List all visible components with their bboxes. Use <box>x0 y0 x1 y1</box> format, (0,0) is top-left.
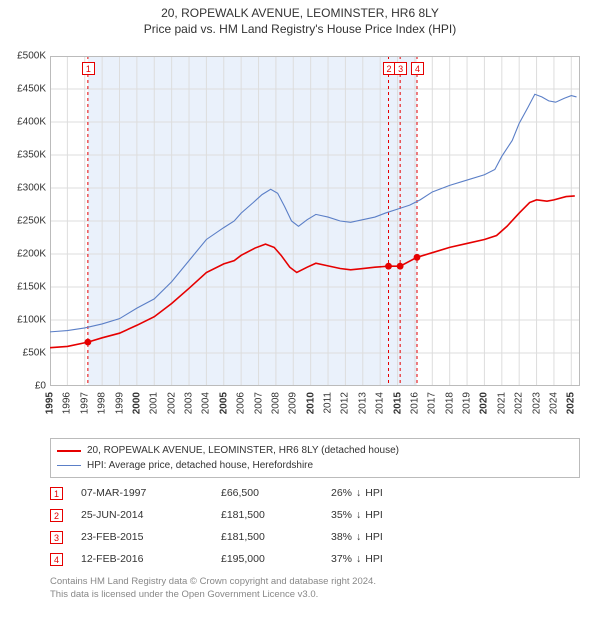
event-diff: 26%↓HPI <box>331 487 383 499</box>
legend-swatch <box>57 465 81 466</box>
footer-line-2: This data is licensed under the Open Gov… <box>50 589 580 602</box>
x-tick-label: 2013 <box>357 392 368 414</box>
x-tick-label: 2004 <box>201 392 212 414</box>
y-tick-label: £450K <box>17 84 46 95</box>
legend: 20, ROPEWALK AVENUE, LEOMINSTER, HR6 8LY… <box>50 438 580 478</box>
event-price: £181,500 <box>221 531 331 543</box>
x-tick-label: 2010 <box>305 392 316 414</box>
event-date: 23-FEB-2015 <box>81 531 221 543</box>
arrow-down-icon: ↓ <box>356 531 361 543</box>
x-tick-label: 2019 <box>462 392 473 414</box>
arrow-down-icon: ↓ <box>356 487 361 499</box>
event-price: £195,000 <box>221 553 331 565</box>
chart-subtitle: Price paid vs. HM Land Registry's House … <box>0 22 600 36</box>
y-tick-label: £50K <box>23 348 46 359</box>
footer-attribution: Contains HM Land Registry data © Crown c… <box>50 576 580 602</box>
plot-area: 1234 <box>50 56 580 386</box>
y-tick-label: £400K <box>17 117 46 128</box>
x-tick-label: 1999 <box>114 392 125 414</box>
event-date: 07-MAR-1997 <box>81 487 221 499</box>
x-tick-label: 2006 <box>236 392 247 414</box>
legend-swatch <box>57 450 81 452</box>
x-tick-label: 2003 <box>184 392 195 414</box>
legend-label: 20, ROPEWALK AVENUE, LEOMINSTER, HR6 8LY… <box>87 445 399 456</box>
y-tick-label: £150K <box>17 282 46 293</box>
x-tick-label: 2025 <box>566 392 577 414</box>
event-row: 4 12-FEB-2016£195,00037%↓HPI <box>50 548 580 570</box>
x-tick-label: 2011 <box>323 392 334 414</box>
x-tick-label: 1998 <box>97 392 108 414</box>
x-tick-label: 1996 <box>62 392 73 414</box>
x-tick-label: 2023 <box>531 392 542 414</box>
event-diff: 37%↓HPI <box>331 553 383 565</box>
event-row: 1 07-MAR-1997£66,50026%↓HPI <box>50 482 580 504</box>
legend-item: 20, ROPEWALK AVENUE, LEOMINSTER, HR6 8LY… <box>57 443 573 458</box>
x-tick-label: 2022 <box>514 392 525 414</box>
footer-line-1: Contains HM Land Registry data © Crown c… <box>50 576 580 589</box>
x-tick-label: 2021 <box>496 392 507 414</box>
y-tick-label: £350K <box>17 150 46 161</box>
event-marker: 1 <box>82 62 95 75</box>
chart-container: 20, ROPEWALK AVENUE, LEOMINSTER, HR6 8LY… <box>0 6 600 626</box>
event-marker: 3 <box>394 62 407 75</box>
event-table: 107-MAR-1997£66,50026%↓HPI225-JUN-2014£1… <box>50 482 580 570</box>
event-date: 12-FEB-2016 <box>81 553 221 565</box>
y-tick-label: £100K <box>17 315 46 326</box>
x-tick-label: 1995 <box>45 392 56 414</box>
x-tick-label: 2014 <box>375 392 386 414</box>
y-tick-label: £200K <box>17 249 46 260</box>
chart-title: 20, ROPEWALK AVENUE, LEOMINSTER, HR6 8LY <box>0 6 600 20</box>
x-tick-label: 1997 <box>79 392 90 414</box>
event-number: 1 <box>50 487 63 500</box>
y-tick-label: £0 <box>35 381 46 392</box>
x-tick-label: 2012 <box>340 392 351 414</box>
x-tick-label: 2015 <box>392 392 403 414</box>
event-price: £66,500 <box>221 487 331 499</box>
x-tick-label: 2008 <box>270 392 281 414</box>
x-tick-label: 2009 <box>288 392 299 414</box>
x-tick-label: 2016 <box>409 392 420 414</box>
x-axis: 1995199619971998199920002001200220032004… <box>50 389 580 439</box>
y-tick-label: £300K <box>17 183 46 194</box>
event-diff: 35%↓HPI <box>331 509 383 521</box>
x-tick-label: 2000 <box>131 392 142 414</box>
event-number: 4 <box>50 553 63 566</box>
event-number: 2 <box>50 509 63 522</box>
event-marker: 4 <box>411 62 424 75</box>
x-tick-label: 2005 <box>218 392 229 414</box>
x-tick-label: 2002 <box>166 392 177 414</box>
y-axis: £0£50K£100K£150K£200K£250K£300K£350K£400… <box>0 56 48 386</box>
plot-svg <box>50 56 580 386</box>
arrow-down-icon: ↓ <box>356 509 361 521</box>
x-tick-label: 2007 <box>253 392 264 414</box>
x-tick-label: 2017 <box>427 392 438 414</box>
event-price: £181,500 <box>221 509 331 521</box>
y-tick-label: £250K <box>17 216 46 227</box>
legend-label: HPI: Average price, detached house, Here… <box>87 460 313 471</box>
event-row: 3 23-FEB-2015£181,50038%↓HPI <box>50 526 580 548</box>
event-date: 25-JUN-2014 <box>81 509 221 521</box>
event-row: 2 25-JUN-2014£181,50035%↓HPI <box>50 504 580 526</box>
event-number: 3 <box>50 531 63 544</box>
y-tick-label: £500K <box>17 51 46 62</box>
x-tick-label: 2020 <box>479 392 490 414</box>
x-tick-label: 2024 <box>548 392 559 414</box>
arrow-down-icon: ↓ <box>356 553 361 565</box>
x-tick-label: 2018 <box>444 392 455 414</box>
legend-item: HPI: Average price, detached house, Here… <box>57 458 573 473</box>
x-tick-label: 2001 <box>149 392 160 414</box>
event-diff: 38%↓HPI <box>331 531 383 543</box>
